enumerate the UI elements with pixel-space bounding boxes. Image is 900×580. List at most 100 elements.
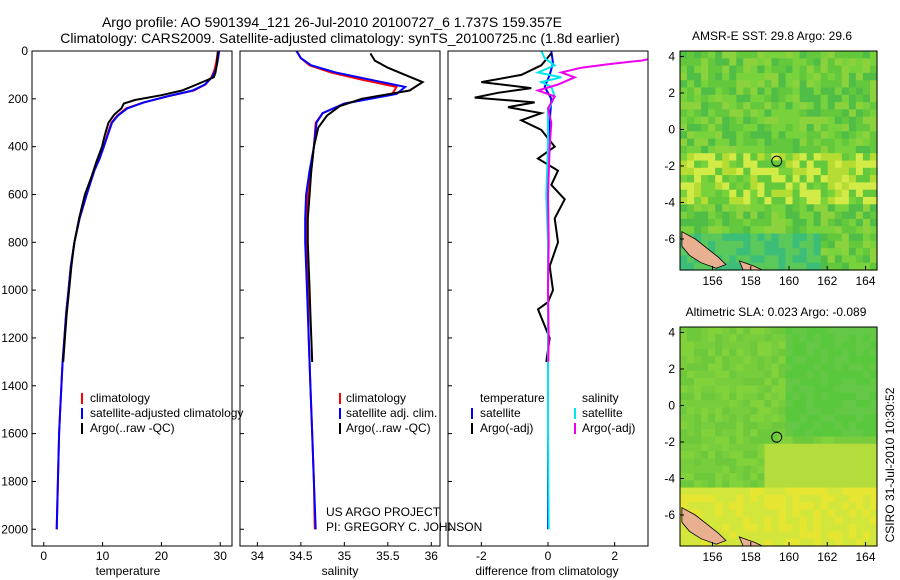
map-cell xyxy=(729,80,737,89)
map-cell xyxy=(799,473,808,481)
map-cell xyxy=(806,58,815,67)
map-cell xyxy=(792,502,801,511)
map-cell xyxy=(708,51,716,59)
map-cell xyxy=(729,204,737,213)
map-cell xyxy=(701,385,709,394)
map-cell xyxy=(778,451,787,459)
map-cell xyxy=(764,524,773,532)
map-cell xyxy=(771,167,780,176)
map-cell xyxy=(806,240,815,249)
map-cell xyxy=(862,509,871,518)
map-cell xyxy=(792,451,801,459)
map-cell xyxy=(701,509,709,518)
map-cell xyxy=(743,72,751,81)
map-cell xyxy=(869,370,878,379)
map-cell xyxy=(785,516,794,525)
map-cell xyxy=(715,334,723,343)
map-cell xyxy=(806,451,815,459)
map-cell xyxy=(680,502,688,511)
map-cell xyxy=(750,197,758,205)
map-cell xyxy=(687,124,695,132)
map-cell xyxy=(834,109,843,118)
map-cell xyxy=(708,414,716,423)
map-cell xyxy=(750,182,758,191)
map-cell xyxy=(715,218,723,227)
map-cell xyxy=(701,182,709,191)
map-cell xyxy=(764,262,773,271)
map-cell xyxy=(869,509,878,518)
map-cell xyxy=(862,502,871,511)
salinity-axes-frame xyxy=(239,50,441,547)
map-cell xyxy=(869,116,878,125)
map-cell xyxy=(743,327,751,335)
map-cell xyxy=(715,524,723,532)
map-cell xyxy=(869,487,878,496)
map-cell xyxy=(729,436,737,445)
map-cell xyxy=(764,356,773,365)
map-cell xyxy=(722,473,730,481)
map-cell xyxy=(722,509,730,518)
map-cell xyxy=(799,356,808,365)
map-cell xyxy=(813,516,822,525)
map-cell xyxy=(757,451,766,459)
map-cell xyxy=(820,116,829,125)
map-cell xyxy=(750,414,758,423)
map-cell xyxy=(750,341,758,350)
difference-panel: -2 0 2 difference from climatology tempera… xyxy=(447,50,649,578)
map-cell xyxy=(848,378,857,386)
map-cell xyxy=(778,421,787,430)
map-cell xyxy=(813,94,822,103)
map-cell xyxy=(729,197,737,205)
map-cell xyxy=(806,363,815,372)
map-cell xyxy=(862,370,871,379)
map-cell xyxy=(848,109,857,118)
map-cell xyxy=(708,58,716,67)
map-cell xyxy=(701,341,709,350)
map-cell xyxy=(743,465,751,474)
map-cell xyxy=(743,509,751,518)
map-cell xyxy=(701,480,709,489)
map-cell xyxy=(841,414,850,423)
map-cell xyxy=(813,443,822,452)
map-cell xyxy=(855,204,864,213)
map-cell xyxy=(687,153,695,162)
map-cell xyxy=(736,189,744,198)
map-cell xyxy=(785,348,794,357)
map-cell xyxy=(680,51,688,59)
map-cell xyxy=(708,197,716,205)
map-cell xyxy=(722,124,730,132)
map-cell xyxy=(680,494,688,503)
map-cell xyxy=(827,211,836,220)
map-cell xyxy=(799,80,808,89)
map-cell xyxy=(743,531,751,540)
map-cell xyxy=(701,473,709,481)
map-cell xyxy=(750,502,758,511)
map-cell xyxy=(813,182,822,191)
map-cell xyxy=(862,443,871,452)
map-cell xyxy=(708,145,716,154)
map-cell xyxy=(687,370,695,379)
map-cell xyxy=(687,58,695,67)
map-cell xyxy=(708,334,716,343)
map-cell xyxy=(848,392,857,401)
map-cell xyxy=(869,109,878,118)
map-cell xyxy=(729,363,737,372)
map-cell xyxy=(687,400,695,408)
map-cell xyxy=(729,255,737,264)
map-cell xyxy=(701,378,709,386)
map-cell xyxy=(771,233,780,242)
map-cell xyxy=(722,487,730,496)
legend-argo: Argo(..raw -QC) xyxy=(346,421,431,435)
map-cell xyxy=(764,480,773,489)
map-cell xyxy=(869,197,878,205)
map-cell xyxy=(834,240,843,249)
map-cell xyxy=(855,87,864,96)
map-cell xyxy=(701,421,709,430)
map-cell xyxy=(834,356,843,365)
map-cell xyxy=(757,400,766,408)
map-cell xyxy=(750,407,758,416)
map-cell xyxy=(708,356,716,365)
map-cell xyxy=(820,531,829,540)
sla-xtick-label: 160 xyxy=(779,550,799,564)
map-cell xyxy=(848,407,857,416)
